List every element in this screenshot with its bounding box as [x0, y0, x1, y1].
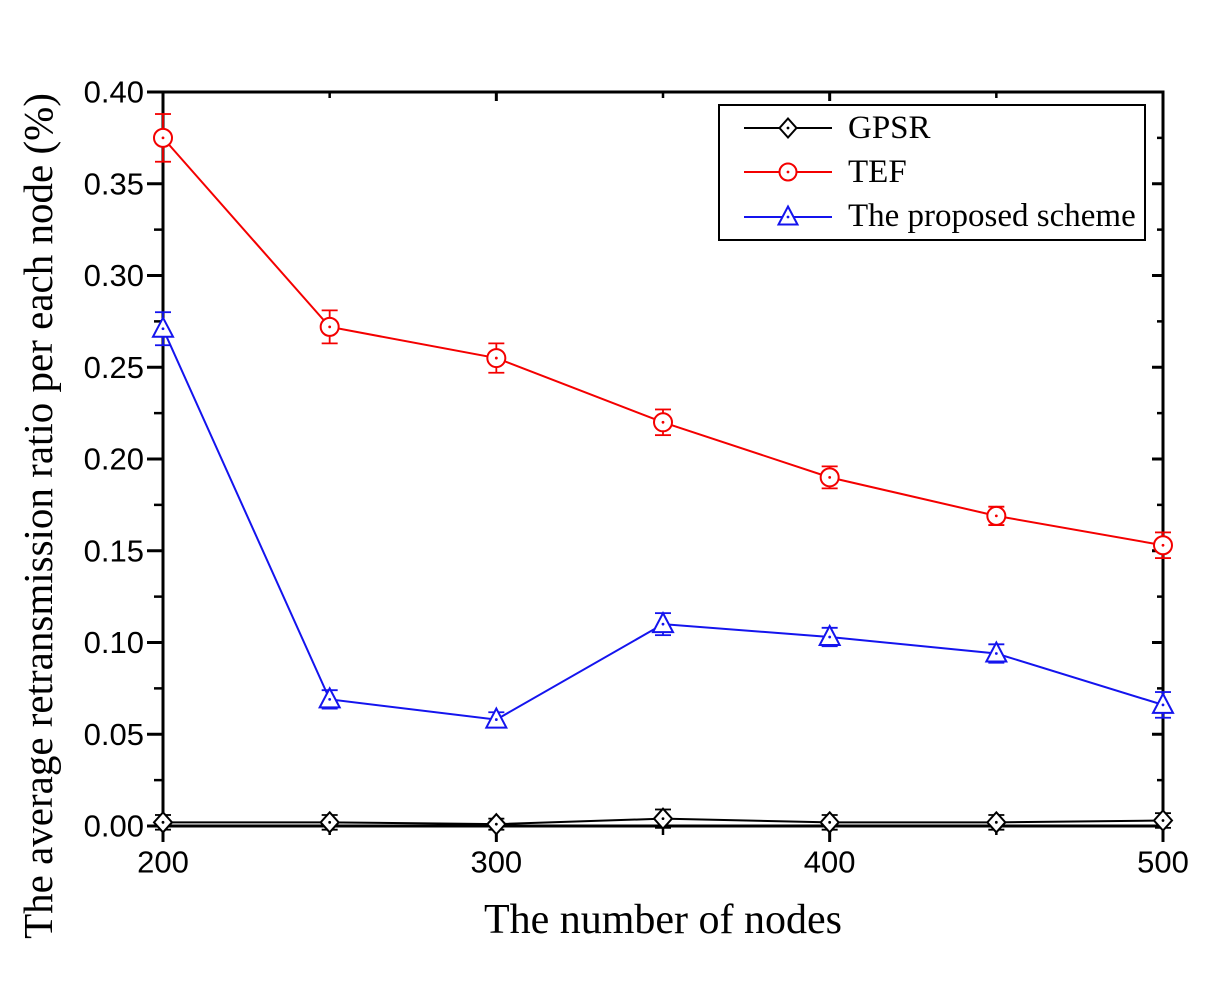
- gpsr-line-marker-icon: [744, 117, 832, 140]
- triangle-marker-center-dot: [1161, 703, 1165, 707]
- triangle-marker-center-dot: [494, 718, 498, 721]
- circle-marker-center-dot: [494, 356, 498, 360]
- legend-swatch-marker-center-dot: [786, 171, 790, 174]
- diamond-marker-center-dot: [328, 820, 332, 824]
- circle-marker-center-dot: [661, 420, 665, 424]
- triangle-marker: [318, 686, 342, 709]
- triangle-marker: [818, 623, 842, 646]
- y-axis-title: The average retransmission ratio per eac…: [15, 93, 61, 939]
- legend-item-gpsr: GPSR: [720, 107, 1144, 149]
- circle-marker-center-dot: [994, 514, 998, 518]
- triangle-marker-center-dot: [161, 327, 165, 331]
- circle-marker-center-dot: [1161, 543, 1165, 547]
- circle-marker-center-dot: [161, 136, 165, 140]
- legend-box: GPSR TEF The proposed scheme: [718, 104, 1146, 241]
- diamond-marker-center-dot: [828, 820, 832, 824]
- x-tick-label: 500: [1137, 844, 1189, 879]
- triangle-marker-center-dot: [828, 635, 832, 639]
- triangle-marker: [651, 611, 675, 634]
- y-tick-label: 0.30: [84, 258, 144, 293]
- diamond-marker-center-dot: [994, 820, 998, 824]
- x-tick-label: 400: [804, 844, 856, 879]
- legend-label-gpsr: GPSR: [848, 109, 931, 146]
- x-axis-title: The number of nodes: [483, 897, 843, 943]
- legend-swatch-marker: [776, 204, 800, 226]
- y-tick-label: 0.35: [84, 166, 144, 201]
- circle-marker-center-dot: [328, 325, 332, 329]
- series-the-proposed-scheme: [151, 311, 1175, 729]
- y-tick-label: 0.05: [84, 717, 144, 752]
- legend-swatch-marker-center-dot: [786, 126, 790, 130]
- diamond-marker-center-dot: [161, 820, 165, 824]
- y-tick-label: 0.10: [84, 625, 144, 660]
- triangle-marker-center-dot: [661, 622, 665, 626]
- series-tef: [153, 113, 1173, 559]
- triangle-marker: [1151, 691, 1175, 714]
- x-tick-label: 200: [137, 844, 189, 879]
- triangle-marker: [484, 706, 508, 729]
- series-line: [162, 328, 1164, 721]
- diamond-marker-center-dot: [494, 822, 498, 826]
- legend-item-proposed-scheme: The proposed scheme: [720, 196, 1144, 238]
- y-tick-label: 0.20: [84, 442, 144, 477]
- legend-label-tef: TEF: [848, 153, 907, 190]
- tef-line-marker-icon: [744, 162, 832, 182]
- legend-item-tef: TEF: [720, 151, 1144, 193]
- circle-marker-center-dot: [828, 475, 832, 479]
- y-tick-label: 0.25: [84, 350, 144, 385]
- y-tick-label: 0.00: [84, 809, 144, 844]
- series-gpsr: [152, 807, 1174, 836]
- triangle-marker: [984, 640, 1008, 663]
- legend-swatch-marker-center-dot: [786, 215, 790, 219]
- y-tick-label: 0.40: [84, 75, 144, 110]
- x-tick-label: 300: [470, 844, 522, 879]
- proposed-scheme-line-marker-icon: [744, 204, 832, 226]
- y-tick-label: 0.15: [84, 533, 144, 568]
- triangle-marker-center-dot: [328, 697, 332, 701]
- legend-label-proposed-scheme: The proposed scheme: [848, 198, 1136, 235]
- triangle-marker-center-dot: [994, 652, 998, 655]
- diamond-marker-center-dot: [1161, 819, 1165, 822]
- diamond-marker-center-dot: [661, 817, 665, 821]
- triangle-marker: [151, 315, 175, 338]
